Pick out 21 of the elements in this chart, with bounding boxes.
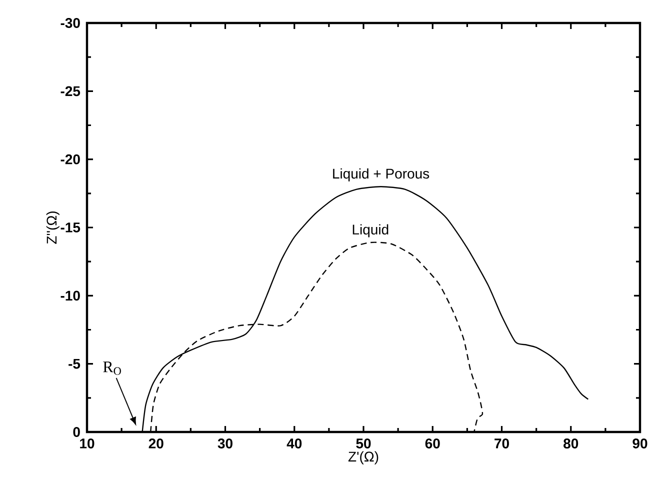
y-tick-label: -25 xyxy=(60,86,80,96)
x-axis-title: Z'(Ω) xyxy=(348,451,378,464)
x-tick-label: 70 xyxy=(494,438,509,448)
y-tick-label: -20 xyxy=(60,154,80,164)
y-tick-label: -15 xyxy=(60,222,80,232)
y-tick-label: 0 xyxy=(73,427,80,437)
y-tick-label: -10 xyxy=(60,290,80,301)
x-tick-label: 60 xyxy=(425,438,440,448)
annotation: R$_{O}$ xyxy=(103,362,121,375)
x-tick-label: 30 xyxy=(218,438,232,448)
series-label: Liquid + Porous xyxy=(333,168,430,182)
x-tick-label: 90 xyxy=(632,438,648,448)
x-tick-label: 10 xyxy=(80,438,94,448)
y-axis-title: Z''(Ω) xyxy=(46,212,60,244)
x-tick-label: 80 xyxy=(564,438,578,448)
y-tick-label: -5 xyxy=(68,358,80,369)
x-tick-label: 20 xyxy=(148,438,164,448)
y-tick-label: -30 xyxy=(60,18,80,28)
series-label: Liquid xyxy=(352,224,388,238)
x-tick-label: 50 xyxy=(356,438,371,448)
x-tick-label: 40 xyxy=(286,438,302,448)
